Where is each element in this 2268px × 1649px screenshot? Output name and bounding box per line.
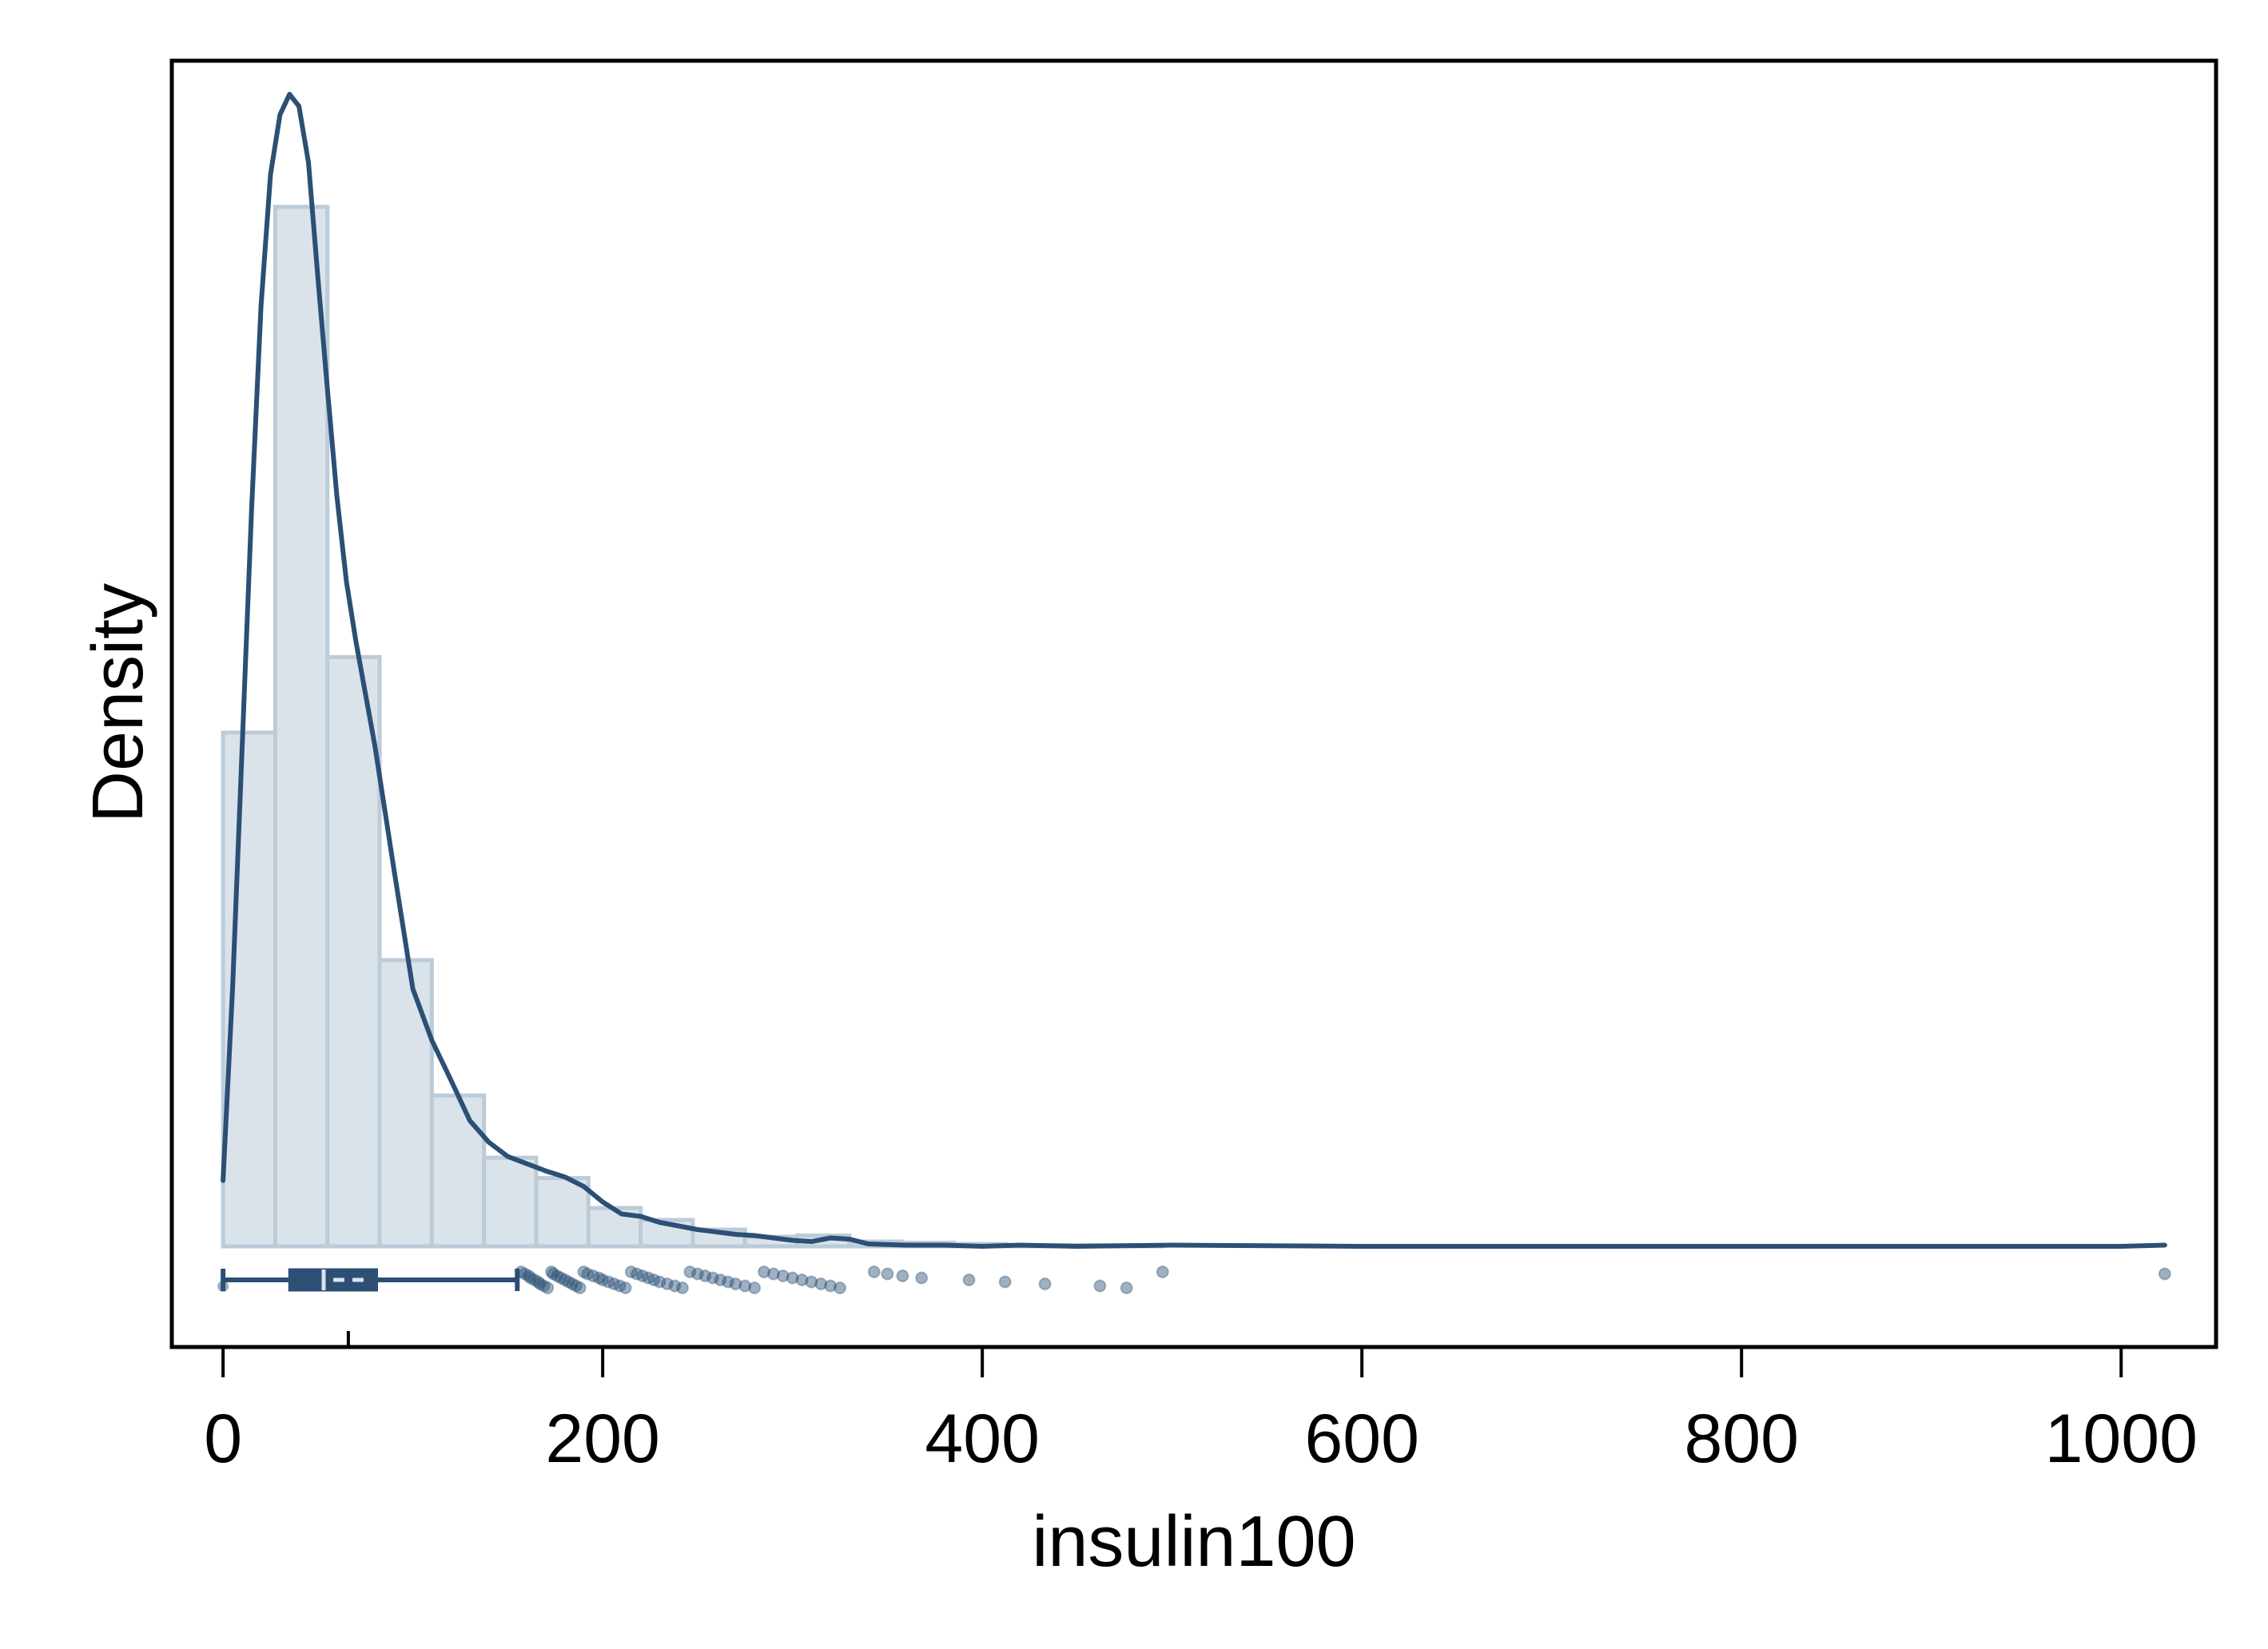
outlier-point xyxy=(562,1275,575,1289)
outlier-point xyxy=(748,1281,762,1294)
outlier-point xyxy=(554,1271,567,1285)
outlier-point xyxy=(613,1279,627,1293)
outlier-point xyxy=(805,1275,818,1289)
x-tick-label: 800 xyxy=(1684,1401,1799,1477)
boxplot-layer xyxy=(217,1266,2171,1347)
x-tick-label: 1000 xyxy=(2045,1401,2198,1477)
outlier-point xyxy=(541,1281,555,1294)
outlier-point xyxy=(1093,1279,1107,1293)
outlier-point xyxy=(706,1271,719,1285)
outlier-point xyxy=(896,1270,909,1282)
outlier-point xyxy=(527,1274,541,1286)
outlier-point xyxy=(551,1270,564,1282)
outlier-point xyxy=(834,1281,847,1294)
outlier-point xyxy=(547,1267,560,1281)
outlier-point xyxy=(668,1279,682,1293)
iqr-box xyxy=(288,1268,379,1292)
outlier-point xyxy=(569,1279,583,1293)
outlier-point xyxy=(675,1281,689,1294)
outlier-point xyxy=(690,1267,704,1281)
outlier-point xyxy=(566,1277,579,1290)
x-tick-label: 0 xyxy=(204,1401,242,1477)
outlier-point xyxy=(596,1274,610,1286)
outlier-point xyxy=(642,1271,655,1285)
outlier-point xyxy=(867,1266,881,1278)
outlier-point xyxy=(1038,1277,1052,1290)
histogram-bar-5 xyxy=(482,1155,539,1249)
outlier-point xyxy=(636,1270,650,1282)
density-curve-layer xyxy=(221,92,2167,1249)
outlier-point xyxy=(795,1274,809,1286)
histogram-bar-6 xyxy=(534,1176,591,1249)
outlier-point xyxy=(531,1275,545,1289)
plot-frame xyxy=(169,58,2218,1349)
outlier-point xyxy=(881,1267,894,1281)
outlier-point xyxy=(824,1279,838,1293)
outlier-point xyxy=(729,1277,742,1290)
outlier-point xyxy=(630,1267,643,1281)
x-tick-label: 200 xyxy=(545,1401,660,1477)
outlier-point xyxy=(523,1271,537,1285)
outlier-point xyxy=(587,1270,600,1282)
outlier-point xyxy=(533,1277,547,1290)
histogram-bar-1 xyxy=(273,205,330,1249)
outlier-point xyxy=(577,1266,591,1278)
histogram-bar-4 xyxy=(429,1093,487,1249)
outlier-point xyxy=(766,1267,780,1281)
outlier-point xyxy=(653,1275,666,1289)
outlier-point xyxy=(545,1266,559,1278)
outlier-point xyxy=(758,1266,771,1278)
histogram-bar-3 xyxy=(377,958,434,1249)
outlier-point xyxy=(814,1277,828,1290)
outlier-point xyxy=(1156,1266,1169,1278)
outlier-point xyxy=(624,1266,638,1278)
outlier-point xyxy=(573,1281,587,1294)
outlier-point xyxy=(581,1267,595,1281)
outlier-point xyxy=(714,1274,727,1286)
outlier-point xyxy=(522,1270,535,1282)
outlier-point xyxy=(619,1281,632,1294)
outlier-point xyxy=(2158,1267,2171,1281)
y-axis-title: Density xyxy=(78,583,158,823)
outlier-point xyxy=(647,1274,661,1286)
density-curve xyxy=(221,92,2167,1249)
outlier-point xyxy=(915,1271,929,1285)
outlier-point xyxy=(721,1275,734,1289)
outlier-point xyxy=(786,1271,799,1285)
outlier-point xyxy=(660,1277,674,1290)
outlier-point xyxy=(1120,1281,1133,1294)
outlier-point xyxy=(698,1270,712,1282)
x-tick-label: 600 xyxy=(1304,1401,1419,1477)
histogram-bars xyxy=(221,205,1165,1249)
outlier-point xyxy=(558,1274,571,1286)
outlier-point xyxy=(738,1279,752,1293)
x-axis: 0 200 400 600 800 1000 xyxy=(204,1347,2198,1477)
histogram-bar-2 xyxy=(325,654,382,1249)
outlier-point xyxy=(776,1270,790,1282)
outlier-point xyxy=(962,1274,976,1286)
outlier-point xyxy=(998,1275,1012,1289)
outlier-point xyxy=(537,1279,551,1293)
x-tick-label: 400 xyxy=(925,1401,1040,1477)
x-axis-title: insulin100 xyxy=(1032,1502,1355,1582)
outlier-point xyxy=(602,1275,615,1289)
outlier-point xyxy=(607,1277,621,1290)
outlier-point xyxy=(683,1266,697,1278)
outlier-point xyxy=(592,1271,606,1285)
